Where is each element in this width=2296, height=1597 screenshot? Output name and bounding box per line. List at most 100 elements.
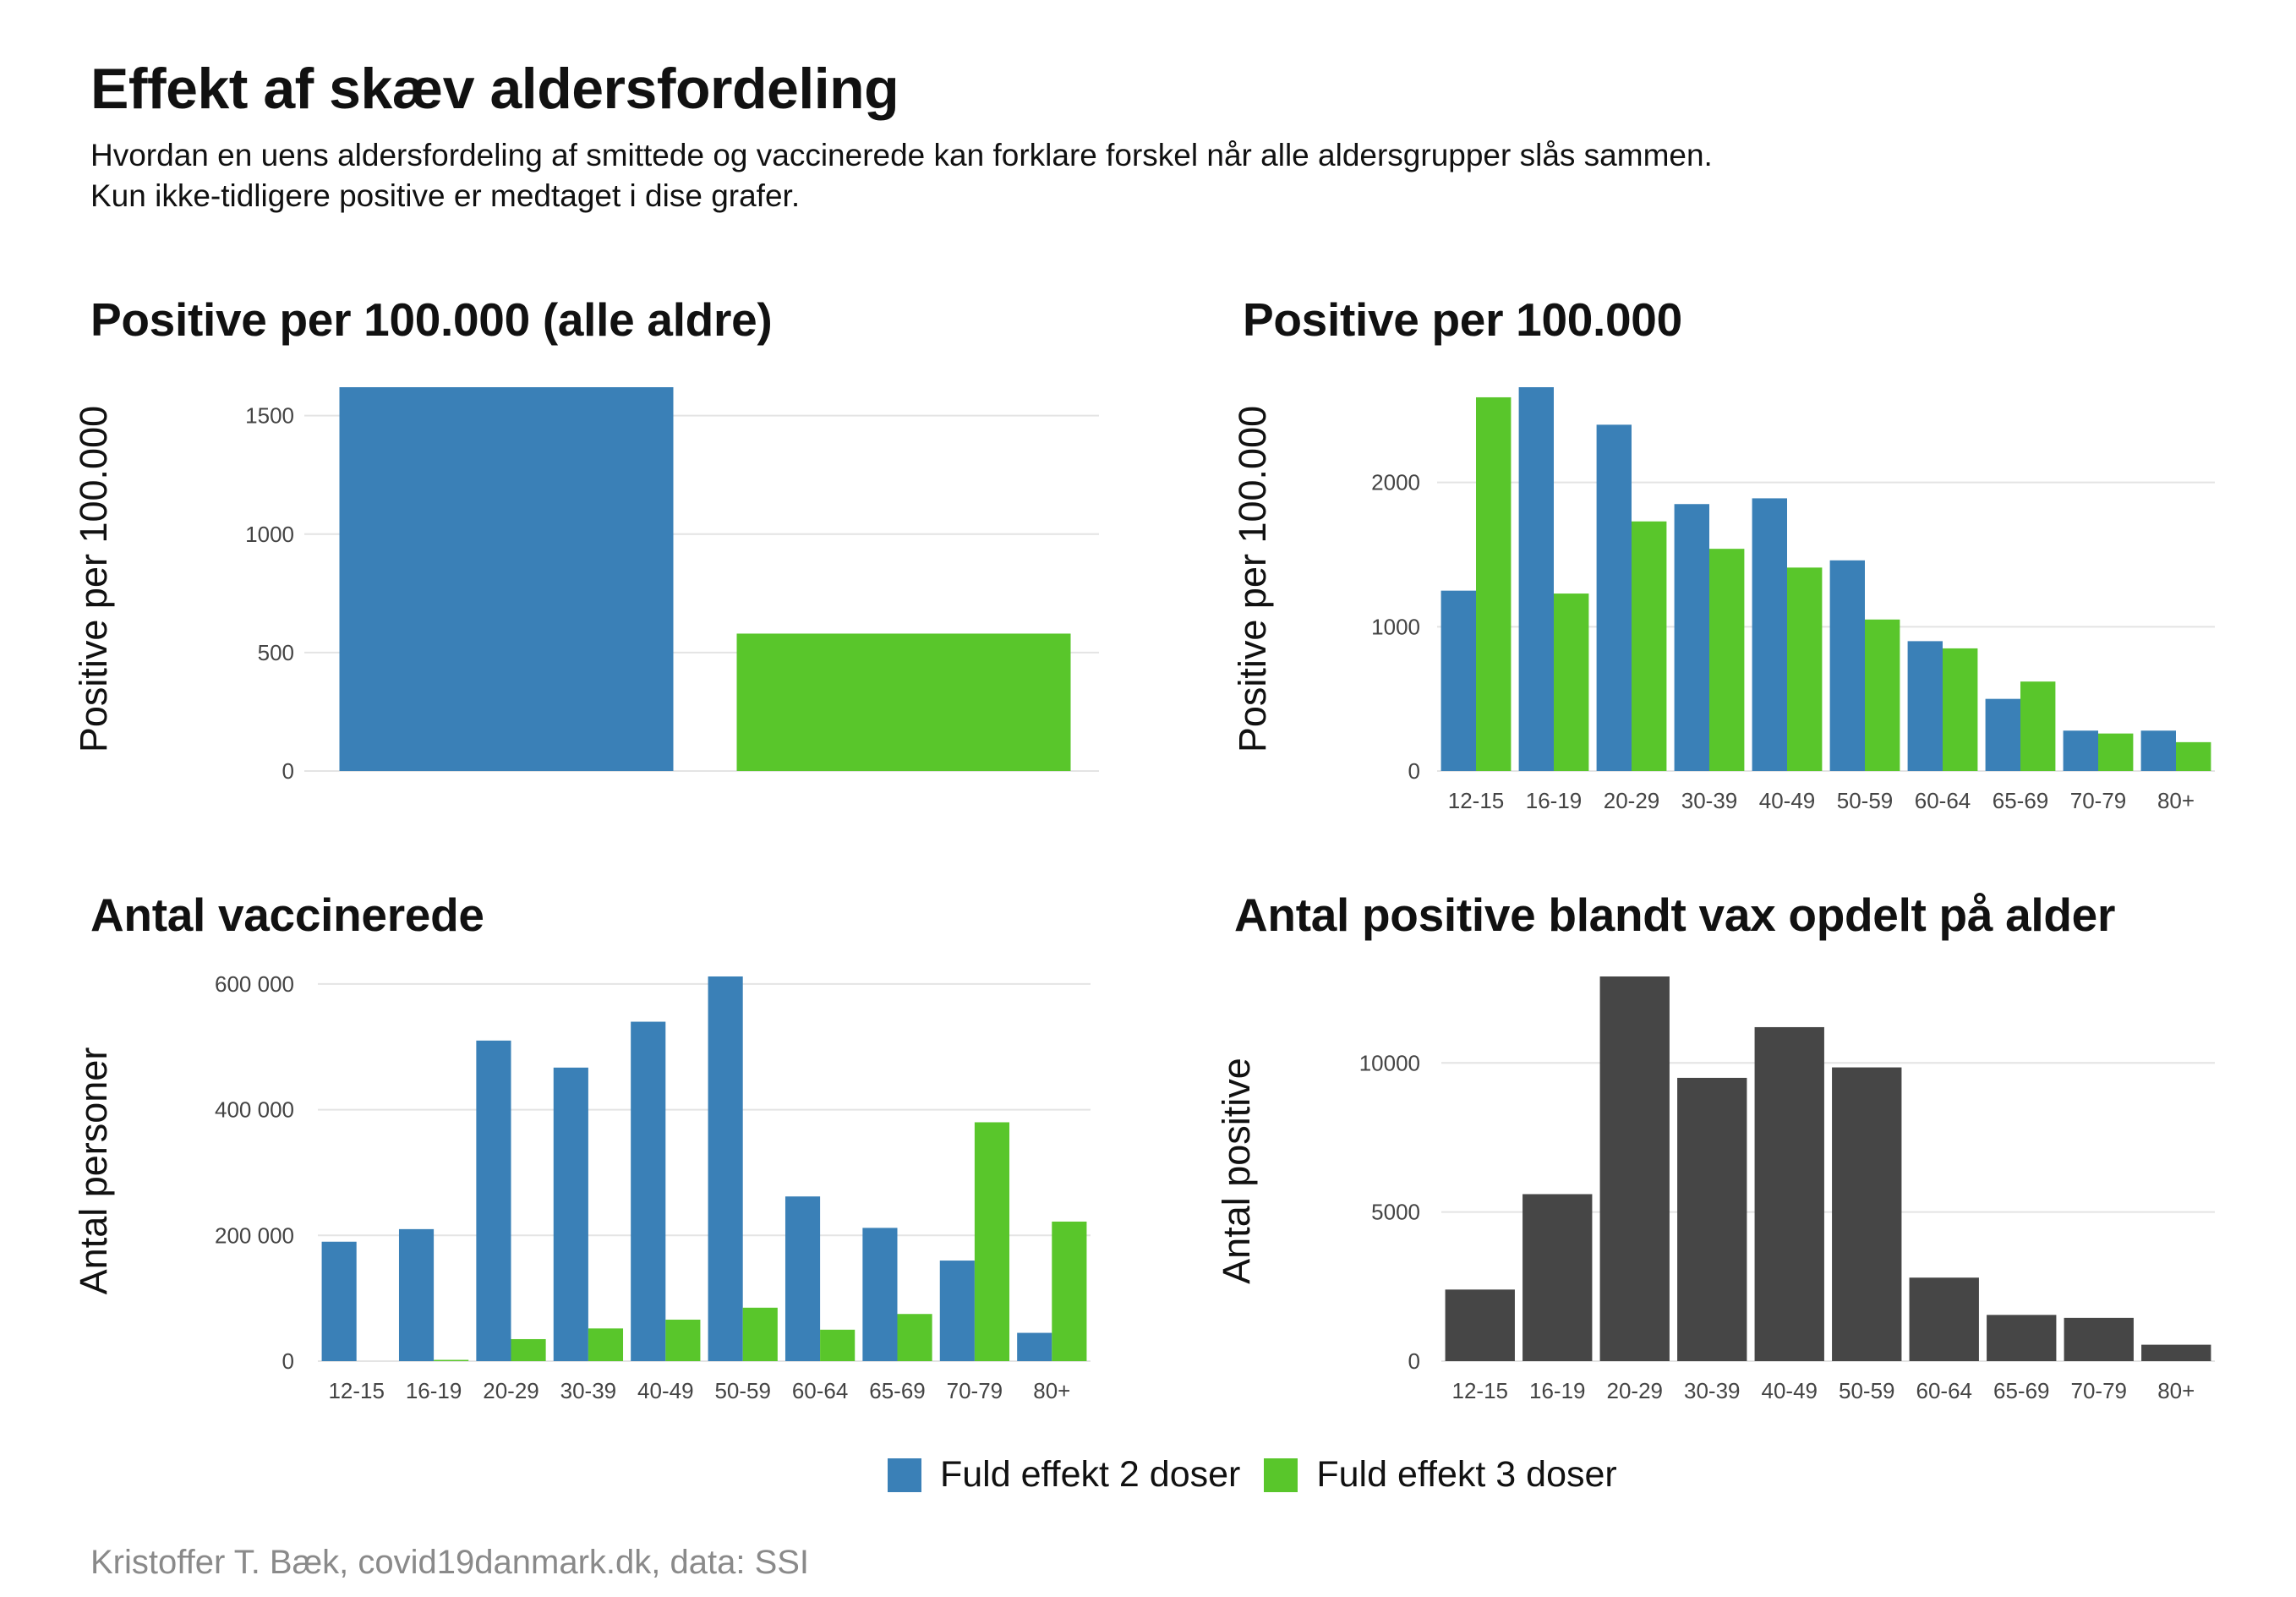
bar bbox=[1709, 549, 1745, 771]
legend-label-two-doses: Fuld effekt 2 doser bbox=[940, 1454, 1241, 1495]
bar bbox=[1752, 498, 1787, 771]
y-axis-label: Antal personer bbox=[72, 1047, 115, 1295]
x-tick-label: 20-29 bbox=[1607, 1378, 1664, 1403]
bar bbox=[939, 1261, 975, 1361]
x-tick-label: 20-29 bbox=[1604, 788, 1660, 813]
x-tick-label: 80+ bbox=[2157, 1378, 2195, 1403]
x-tick-label: 40-49 bbox=[637, 1378, 694, 1403]
page-subtitle: Hvordan en uens aldersfordeling af smitt… bbox=[90, 135, 1713, 216]
bar bbox=[1943, 648, 1978, 771]
legend-swatch-two-doses bbox=[888, 1458, 921, 1492]
x-tick-label: 12-15 bbox=[328, 1378, 385, 1403]
bar bbox=[1017, 1332, 1052, 1361]
x-tick-label: 60-64 bbox=[1916, 1378, 1973, 1403]
bar bbox=[1909, 1277, 1979, 1361]
bar bbox=[1865, 619, 1900, 771]
bar bbox=[974, 1122, 1010, 1361]
bar bbox=[1476, 397, 1512, 771]
bar bbox=[665, 1319, 701, 1361]
x-tick-label: 30-39 bbox=[1681, 788, 1738, 813]
bar bbox=[2098, 733, 2134, 771]
bar bbox=[511, 1338, 546, 1361]
x-tick-label: 40-49 bbox=[1759, 788, 1816, 813]
legend-item-two-doses: Fuld effekt 2 doser bbox=[888, 1454, 1240, 1496]
x-tick-label: 16-19 bbox=[406, 1378, 462, 1403]
y-tick-label: 10000 bbox=[1359, 1050, 1420, 1075]
y-tick-label: 400 000 bbox=[215, 1097, 294, 1123]
legend-label-three-doses: Fuld effekt 3 doser bbox=[1316, 1454, 1617, 1495]
bar bbox=[1754, 1026, 1824, 1361]
bar bbox=[321, 1241, 357, 1361]
bar bbox=[553, 1067, 588, 1361]
bar bbox=[1445, 1289, 1515, 1361]
x-tick-label: 16-19 bbox=[1526, 788, 1583, 813]
panel-title-per-age: Positive per 100.000 bbox=[1243, 293, 1682, 346]
y-tick-label: 600 000 bbox=[215, 971, 294, 997]
legend-swatch-three-doses bbox=[1264, 1458, 1298, 1492]
bar bbox=[820, 1329, 856, 1361]
x-tick-label: 65-69 bbox=[869, 1378, 926, 1403]
bar bbox=[631, 1021, 666, 1361]
bar bbox=[2140, 730, 2176, 771]
bar bbox=[2063, 730, 2098, 771]
panel-title-overall: Positive per 100.000 (alle aldre) bbox=[90, 293, 773, 346]
y-tick-label: 5000 bbox=[1371, 1200, 1420, 1225]
x-tick-label: 80+ bbox=[2157, 788, 2195, 813]
bar bbox=[434, 1359, 469, 1361]
bar bbox=[2020, 681, 2056, 771]
bar bbox=[476, 1040, 511, 1361]
bar bbox=[708, 976, 743, 1361]
y-tick-label: 0 bbox=[282, 758, 294, 784]
bar bbox=[1907, 641, 1943, 771]
bar bbox=[1985, 698, 2020, 771]
bar bbox=[1674, 504, 1709, 771]
bar bbox=[1554, 593, 1589, 771]
y-tick-label: 0 bbox=[1408, 758, 1420, 784]
bar bbox=[736, 633, 1071, 771]
bar bbox=[2141, 1344, 2211, 1361]
x-tick-label: 16-19 bbox=[1529, 1378, 1586, 1403]
bar bbox=[398, 1228, 435, 1361]
x-tick-label: 60-64 bbox=[792, 1378, 849, 1403]
x-tick-label: 12-15 bbox=[1452, 1378, 1509, 1403]
bar bbox=[1522, 1194, 1593, 1361]
bar bbox=[1052, 1221, 1087, 1361]
bar bbox=[1787, 567, 1823, 771]
x-tick-label: 50-59 bbox=[1839, 1378, 1895, 1403]
y-axis-label: Positive per 100.000 bbox=[1231, 406, 1274, 752]
legend: Fuld effekt 2 doser Fuld effekt 3 doser bbox=[888, 1454, 1641, 1496]
x-tick-label: 80+ bbox=[1033, 1378, 1070, 1403]
y-tick-label: 1000 bbox=[245, 522, 294, 547]
y-tick-label: 1000 bbox=[1371, 614, 1420, 639]
y-tick-label: 500 bbox=[258, 640, 294, 665]
subtitle-line-1: Hvordan en uens aldersfordeling af smitt… bbox=[90, 138, 1713, 172]
x-tick-label: 60-64 bbox=[1915, 788, 1971, 813]
y-tick-label: 1500 bbox=[245, 403, 294, 429]
y-tick-label: 2000 bbox=[1371, 470, 1420, 495]
bar bbox=[588, 1328, 624, 1361]
panel-title-positives-by-age: Antal positive blandt vax opdelt på alde… bbox=[1234, 889, 2116, 941]
subtitle-line-2: Kun ikke-tidligere positive er medtaget … bbox=[90, 178, 801, 213]
x-tick-label: 20-29 bbox=[483, 1378, 539, 1403]
x-tick-label: 30-39 bbox=[560, 1378, 617, 1403]
x-tick-label: 65-69 bbox=[1993, 1378, 2050, 1403]
x-tick-label: 70-79 bbox=[947, 1378, 1003, 1403]
bar bbox=[1440, 590, 1476, 771]
bar bbox=[339, 387, 674, 771]
bar bbox=[1987, 1315, 2057, 1361]
y-tick-label: 0 bbox=[282, 1348, 294, 1374]
x-tick-label: 50-59 bbox=[1837, 788, 1894, 813]
bar bbox=[1518, 387, 1554, 771]
bar bbox=[2064, 1317, 2134, 1361]
bar bbox=[1632, 521, 1667, 771]
bar bbox=[784, 1196, 821, 1361]
x-tick-label: 70-79 bbox=[2070, 788, 2127, 813]
bar bbox=[1829, 560, 1865, 771]
bar bbox=[2176, 741, 2211, 771]
x-tick-label: 12-15 bbox=[1448, 788, 1505, 813]
bar bbox=[862, 1228, 898, 1361]
